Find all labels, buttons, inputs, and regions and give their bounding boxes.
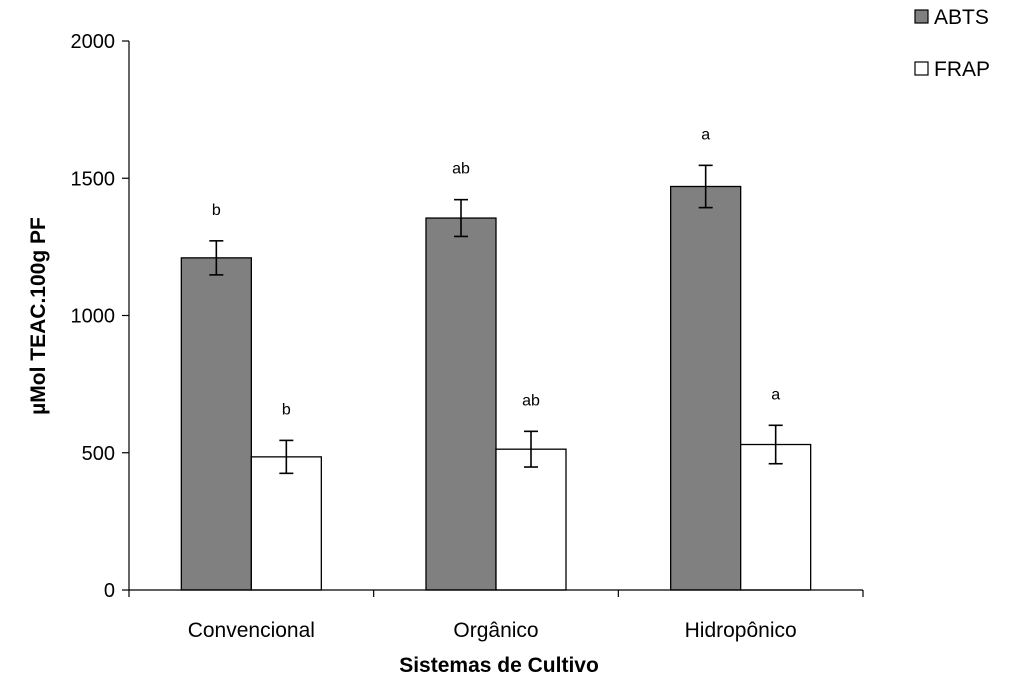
y-tick-label: 0 [104,580,115,602]
bar-frap-1 [495,448,567,591]
errorbars-layer [209,164,783,475]
category-label: Orgânico [453,619,538,642]
bar-abts-0 [180,257,252,591]
legend-swatch-frap [914,61,929,76]
bar-frap-2 [740,443,812,591]
legend-label-abts: ABTS [934,6,989,29]
y-tick-label: 1500 [71,168,116,190]
legend-swatch-abts [914,9,929,24]
y-ticks: 0 500 1000 1500 2000 [71,31,129,602]
x-axis-title: Sistemas de Cultivo [399,654,599,677]
significance-label: a [771,386,780,403]
significance-labels: b b ab ab a a [212,126,780,418]
legend-label-frap: FRAP [934,58,990,81]
bars-layer [180,185,812,591]
y-tick-label: 500 [82,443,115,465]
bar-abts-2 [670,185,742,591]
bar-frap-0 [250,456,322,591]
significance-label: b [282,401,291,418]
legend: ABTS FRAP [914,6,990,81]
x-ticks [128,590,864,597]
y-axis-title: µMol TEAC.100g PF [27,217,50,415]
category-labels: Convencional Orgânico Hidropônico [188,619,797,642]
bar-abts-1 [425,217,497,591]
y-tick-label: 1000 [71,306,116,328]
significance-label: a [701,126,710,143]
y-tick-label: 2000 [71,31,116,53]
significance-label: ab [522,392,540,409]
significance-label: ab [452,161,470,178]
significance-label: b [212,202,221,219]
category-label: Convencional [188,619,315,642]
category-label: Hidropônico [685,619,797,642]
